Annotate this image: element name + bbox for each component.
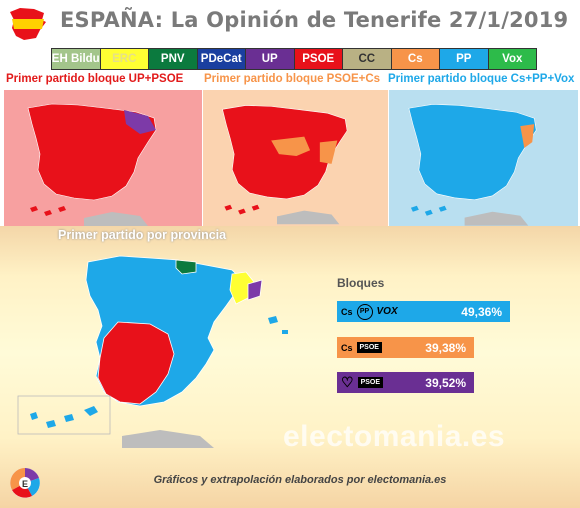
blocks-label: Bloques [337,276,385,290]
legend-item-pp: PP [440,49,489,69]
block-bar-up-psoe: ♡ PSOE 39,52% [337,372,474,393]
watermark: electomania.es [283,420,506,453]
legend-item-cc: CC [343,49,392,69]
party-logo-icon: Cs [341,342,353,353]
mini-map-territory [27,103,157,201]
mini-map-canary-islands [410,205,447,216]
legend-item-up: UP [246,49,295,69]
legend-item-cs: Cs [391,49,440,69]
legend-item-psoe: PSOE [294,49,343,69]
map-panel-psoe-cs [203,90,388,226]
page-title: ESPAÑA: La Opinión de Tenerife 27/1/2019 [60,8,569,32]
party-legend: EH Bildu ERC PNV PDeCat UP PSOE CC Cs PP Vox [51,48,537,70]
mini-map-africa [84,212,148,226]
mini-map-canary-islands [224,204,260,215]
main-map-title: Primer partido por provincia [58,228,227,242]
block-bar-cs-psoe: Cs PSOE 39,38% [337,337,474,358]
block-party-icons: Cs PP VOX [337,303,461,320]
map-panel-cs-pp-vox [389,90,578,226]
party-logo-icon: PSOE [357,377,384,388]
panel-title-up-psoe: Primer partido bloque UP+PSOE [6,73,184,85]
panel-title-cs-pp-vox: Primer partido bloque Cs+PP+Vox [388,73,575,85]
mini-map-2 [408,103,537,226]
mini-map-accent-region [520,124,535,149]
mini-map-1 [222,105,348,225]
panel-title-psoe-cs: Primer partido bloque PSOE+Cs [204,73,381,85]
block-bar-cs-pp-vox: Cs PP VOX 49,36% [337,301,510,322]
mini-map-africa [464,211,529,226]
legend-item-pnv: PNV [149,49,198,69]
party-logo-icon: ♡ [341,374,354,390]
block-percentage: 39,52% [425,375,466,390]
mini-map-africa [277,210,340,225]
party-logo-icon: Cs [341,306,353,317]
legend-item-pdecat: PDeCat [197,49,246,69]
mini-map-0 [27,103,157,226]
mini-map-canary-islands [30,206,66,216]
legend-item-erc: ERC [100,49,149,69]
electomania-logo-icon: E [10,468,40,498]
block-party-icons: ♡ PSOE [337,374,425,391]
mini-map-territory [408,103,537,201]
spain-flag-map-icon [10,8,46,40]
mini-map-accent-region [271,136,338,164]
mini-map-accent-region [124,110,156,134]
block-percentage: 49,36% [461,304,502,319]
party-logo-icon: PSOE [356,342,382,353]
main-province-map [17,255,288,448]
block-party-icons: Cs PSOE [337,342,425,353]
legend-item-eh-bildu: EH Bildu [52,49,101,69]
map-panel-up-psoe [4,90,202,226]
footer-credit: Gráficos y extrapolación elaborados por … [153,474,447,486]
legend-item-vox: Vox [488,49,536,69]
block-percentage: 39,38% [425,340,466,355]
party-logo-icon: VOX [376,306,398,317]
party-logo-icon: PP [356,303,373,320]
svg-text:E: E [22,479,28,489]
